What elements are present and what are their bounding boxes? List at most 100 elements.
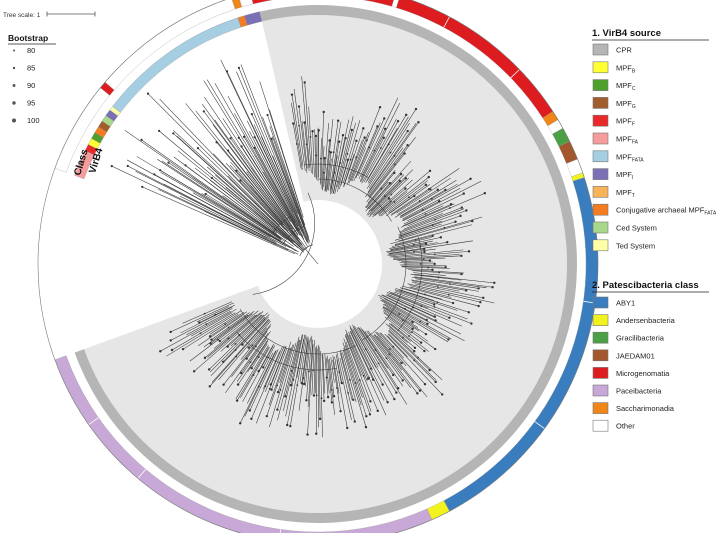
legend-swatch bbox=[592, 150, 609, 163]
branch bbox=[369, 177, 409, 215]
bootstrap-node bbox=[384, 195, 386, 198]
branch bbox=[368, 174, 405, 212]
branch bbox=[210, 311, 255, 344]
branch bbox=[365, 160, 412, 212]
branch bbox=[210, 318, 266, 376]
branch bbox=[398, 289, 469, 313]
bootstrap-node bbox=[234, 343, 237, 345]
branch bbox=[237, 338, 269, 385]
bootstrap-node bbox=[433, 303, 436, 306]
bootstrap-node bbox=[315, 394, 318, 397]
bootstrap-node bbox=[204, 192, 207, 196]
branch bbox=[348, 132, 369, 184]
branch bbox=[345, 335, 371, 402]
branch bbox=[328, 359, 335, 415]
bootstrap-node bbox=[443, 226, 446, 229]
branch bbox=[400, 183, 458, 218]
branch bbox=[206, 166, 293, 242]
branch-arc bbox=[236, 331, 337, 371]
bootstrap-node bbox=[153, 173, 156, 176]
ring-divider bbox=[88, 417, 99, 425]
branch bbox=[161, 160, 282, 240]
legend-swatch bbox=[592, 114, 609, 127]
legend-item-label: Other bbox=[616, 422, 635, 431]
branch bbox=[389, 237, 441, 249]
branch bbox=[385, 195, 415, 217]
branch bbox=[397, 257, 446, 261]
branch bbox=[299, 336, 308, 383]
legend-item-label: MPFC bbox=[616, 81, 636, 92]
branch bbox=[387, 241, 448, 253]
bootstrap-node bbox=[270, 388, 273, 391]
bootstrap-node bbox=[347, 392, 350, 394]
branch bbox=[407, 192, 485, 227]
bootstrap-node bbox=[407, 196, 410, 199]
branch bbox=[378, 191, 408, 215]
bootstrap-node bbox=[214, 313, 217, 316]
branch bbox=[386, 242, 438, 253]
bootstrap-node bbox=[399, 172, 403, 176]
legend-swatch bbox=[592, 132, 609, 145]
branch bbox=[301, 120, 308, 169]
branch bbox=[367, 169, 396, 204]
bootstrap-node bbox=[393, 397, 396, 401]
bootstrap-node bbox=[344, 136, 347, 140]
legend-item-label: MPFG bbox=[616, 99, 636, 110]
bootstrap-node bbox=[199, 332, 202, 335]
bootstrap-node bbox=[268, 387, 271, 390]
bootstrap-node bbox=[404, 113, 408, 117]
bootstrap-node bbox=[235, 399, 239, 402]
bootstrap-node bbox=[392, 373, 395, 377]
branch bbox=[342, 342, 367, 417]
branch bbox=[170, 308, 233, 341]
branch bbox=[206, 79, 299, 232]
branch bbox=[330, 155, 338, 195]
branch bbox=[414, 274, 495, 284]
branch bbox=[375, 331, 402, 364]
bootstrap-node bbox=[234, 349, 237, 351]
branch bbox=[209, 311, 244, 335]
bootstrap-node bbox=[269, 383, 273, 386]
bootstrap-node bbox=[366, 139, 368, 142]
bootstrap-node bbox=[378, 105, 382, 109]
bootstrap-node bbox=[431, 224, 434, 227]
bootstrap-node bbox=[349, 158, 352, 161]
branch bbox=[406, 268, 433, 271]
branch bbox=[368, 108, 417, 184]
branch bbox=[374, 200, 393, 216]
branch-arc bbox=[361, 226, 407, 341]
bootstrap-node bbox=[460, 272, 463, 276]
bootstrap-node bbox=[325, 376, 328, 379]
branch bbox=[227, 175, 301, 247]
bootstrap-node bbox=[358, 379, 361, 382]
branch bbox=[415, 278, 479, 289]
branch bbox=[240, 331, 271, 374]
branch bbox=[180, 306, 233, 334]
branch bbox=[353, 326, 377, 368]
bootstrap-node bbox=[398, 313, 401, 315]
bootstrap-level-label: 100 bbox=[27, 116, 40, 125]
branch bbox=[291, 94, 304, 167]
branch bbox=[267, 114, 306, 226]
branch bbox=[382, 307, 413, 330]
branch bbox=[336, 352, 352, 421]
bootstrap-node bbox=[430, 197, 433, 200]
bootstrap-node bbox=[250, 366, 253, 370]
branch bbox=[358, 97, 399, 180]
branch bbox=[391, 237, 432, 247]
bootstrap-node bbox=[412, 243, 415, 246]
bootstrap-marker bbox=[12, 118, 16, 123]
bootstrap-node bbox=[339, 409, 342, 413]
bootstrap-node bbox=[326, 395, 330, 399]
branch bbox=[292, 123, 302, 170]
branch bbox=[254, 147, 304, 237]
branch bbox=[398, 215, 461, 237]
branch bbox=[386, 293, 462, 327]
bootstrap-node bbox=[444, 188, 447, 192]
branch bbox=[372, 179, 413, 216]
branch bbox=[334, 356, 348, 429]
bootstrap-node bbox=[389, 151, 392, 154]
bootstrap-node bbox=[402, 336, 404, 339]
branch bbox=[350, 107, 381, 181]
branch-arc bbox=[252, 192, 315, 295]
